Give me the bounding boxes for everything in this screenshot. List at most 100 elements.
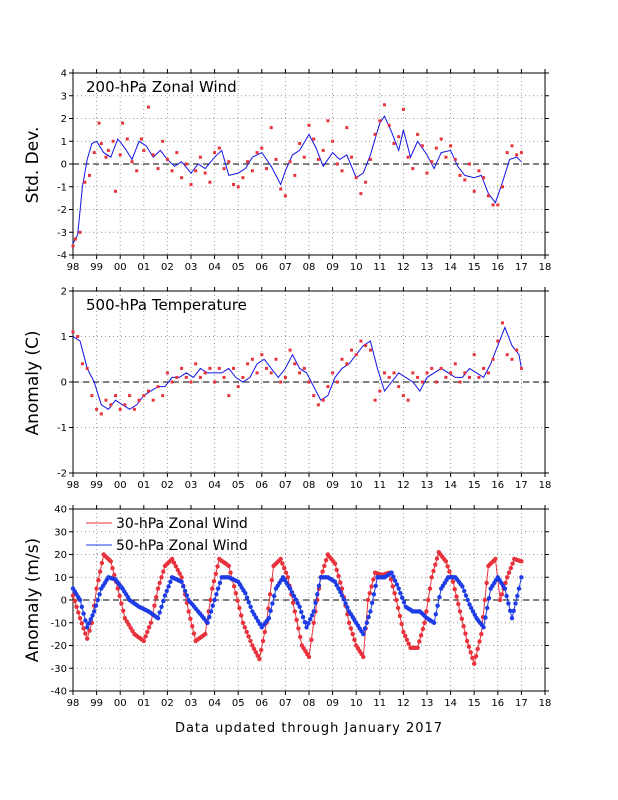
data-point-500hpa bbox=[420, 380, 424, 384]
data-point-30hpa bbox=[367, 591, 372, 596]
data-point-50hpa bbox=[287, 586, 293, 591]
data-point-200hpa bbox=[288, 160, 292, 164]
data-point-30hpa bbox=[332, 561, 338, 566]
x-tick-label: 01 bbox=[137, 480, 150, 491]
data-point-50hpa bbox=[272, 593, 277, 599]
data-point-500hpa bbox=[406, 398, 410, 402]
x-tick-label: 04 bbox=[208, 698, 221, 709]
data-point-30hpa bbox=[148, 620, 154, 625]
data-point-200hpa bbox=[392, 142, 396, 145]
data-point-500hpa bbox=[510, 357, 514, 361]
data-point-500hpa bbox=[151, 398, 155, 402]
data-point-200hpa bbox=[139, 137, 143, 141]
data-point-200hpa bbox=[269, 126, 273, 130]
data-point-50hpa bbox=[366, 614, 371, 620]
data-point-30hpa bbox=[431, 568, 436, 574]
data-point-30hpa bbox=[76, 610, 81, 615]
data-point-30hpa bbox=[306, 654, 312, 660]
data-point-50hpa bbox=[168, 579, 173, 584]
data-point-50hpa bbox=[394, 582, 400, 587]
x-tick-label: 18 bbox=[539, 262, 552, 273]
data-point-200hpa bbox=[335, 162, 339, 166]
y-tick-label: -1 bbox=[57, 182, 67, 193]
data-point-30hpa bbox=[463, 631, 468, 636]
y-tick-label: 40 bbox=[54, 505, 67, 516]
data-point-50hpa bbox=[184, 593, 190, 598]
data-point-500hpa bbox=[180, 366, 184, 370]
data-point-30hpa bbox=[208, 597, 213, 603]
data-point-30hpa bbox=[510, 561, 515, 566]
data-point-500hpa bbox=[283, 375, 287, 379]
data-point-500hpa bbox=[274, 357, 278, 361]
data-point-50hpa bbox=[215, 586, 221, 591]
data-point-30hpa bbox=[401, 629, 406, 635]
data-point-200hpa bbox=[397, 135, 401, 139]
data-point-30hpa bbox=[70, 593, 76, 598]
series-line-200hpa bbox=[72, 115, 522, 244]
panel-title-500hpa: 500-hPa Temperature bbox=[86, 296, 247, 314]
data-point-50hpa bbox=[392, 578, 398, 583]
data-point-50hpa bbox=[462, 588, 467, 594]
data-point-50hpa bbox=[248, 604, 253, 609]
data-point-30hpa bbox=[124, 619, 129, 624]
data-point-30hpa bbox=[420, 626, 426, 632]
data-point-200hpa bbox=[364, 180, 368, 184]
data-point-50hpa bbox=[334, 583, 339, 588]
data-point-30hpa bbox=[498, 597, 503, 603]
data-point-200hpa bbox=[491, 203, 495, 207]
data-point-30hpa bbox=[338, 580, 343, 585]
data-point-500hpa bbox=[340, 357, 344, 361]
data-point-50hpa bbox=[467, 602, 472, 607]
data-point-200hpa bbox=[165, 157, 169, 161]
data-point-500hpa bbox=[368, 348, 372, 352]
data-point-200hpa bbox=[151, 153, 155, 157]
data-point-500hpa bbox=[198, 375, 202, 379]
data-point-50hpa bbox=[508, 608, 513, 613]
data-point-50hpa bbox=[179, 579, 184, 584]
data-point-50hpa bbox=[208, 609, 214, 614]
data-point-30hpa bbox=[235, 598, 240, 603]
data-point-50hpa bbox=[93, 603, 99, 608]
data-point-50hpa bbox=[85, 625, 90, 630]
footer-note: Data updated through January 2017 bbox=[175, 721, 443, 736]
data-point-30hpa bbox=[404, 637, 410, 642]
data-point-30hpa bbox=[394, 597, 399, 603]
data-point-30hpa bbox=[395, 605, 401, 611]
data-point-500hpa bbox=[184, 375, 188, 379]
data-point-30hpa bbox=[97, 569, 103, 574]
data-point-30hpa bbox=[466, 644, 472, 649]
data-point-200hpa bbox=[496, 203, 500, 207]
data-point-500hpa bbox=[411, 371, 415, 375]
y-tick-label: 1 bbox=[61, 137, 67, 148]
data-point-200hpa bbox=[161, 139, 165, 143]
data-point-200hpa bbox=[350, 155, 353, 159]
data-point-30hpa bbox=[346, 620, 352, 625]
data-point-30hpa bbox=[242, 625, 247, 630]
data-point-500hpa bbox=[95, 407, 99, 411]
data-point-500hpa bbox=[99, 412, 103, 416]
data-point-500hpa bbox=[90, 394, 94, 398]
x-tick-label: 15 bbox=[468, 262, 481, 273]
data-point-50hpa bbox=[181, 584, 186, 589]
data-point-200hpa bbox=[260, 146, 264, 150]
y-tick-label: -30 bbox=[51, 664, 67, 675]
data-point-30hpa bbox=[228, 570, 233, 575]
data-point-200hpa bbox=[208, 180, 212, 184]
x-tick-label: 07 bbox=[279, 698, 292, 709]
data-point-30hpa bbox=[108, 559, 114, 564]
data-point-50hpa bbox=[513, 601, 518, 606]
data-point-30hpa bbox=[464, 638, 470, 644]
data-point-200hpa bbox=[302, 155, 306, 159]
data-point-30hpa bbox=[130, 628, 135, 634]
data-point-500hpa bbox=[335, 380, 339, 384]
x-tick-label: 12 bbox=[397, 480, 410, 491]
data-point-50hpa bbox=[253, 615, 259, 620]
data-point-500hpa bbox=[307, 380, 311, 384]
data-point-50hpa bbox=[299, 609, 304, 615]
data-point-200hpa bbox=[125, 137, 129, 141]
data-point-30hpa bbox=[177, 571, 182, 576]
data-point-500hpa bbox=[293, 362, 297, 366]
data-point-50hpa bbox=[516, 586, 522, 591]
data-point-50hpa bbox=[313, 600, 318, 605]
data-point-500hpa bbox=[137, 398, 141, 402]
